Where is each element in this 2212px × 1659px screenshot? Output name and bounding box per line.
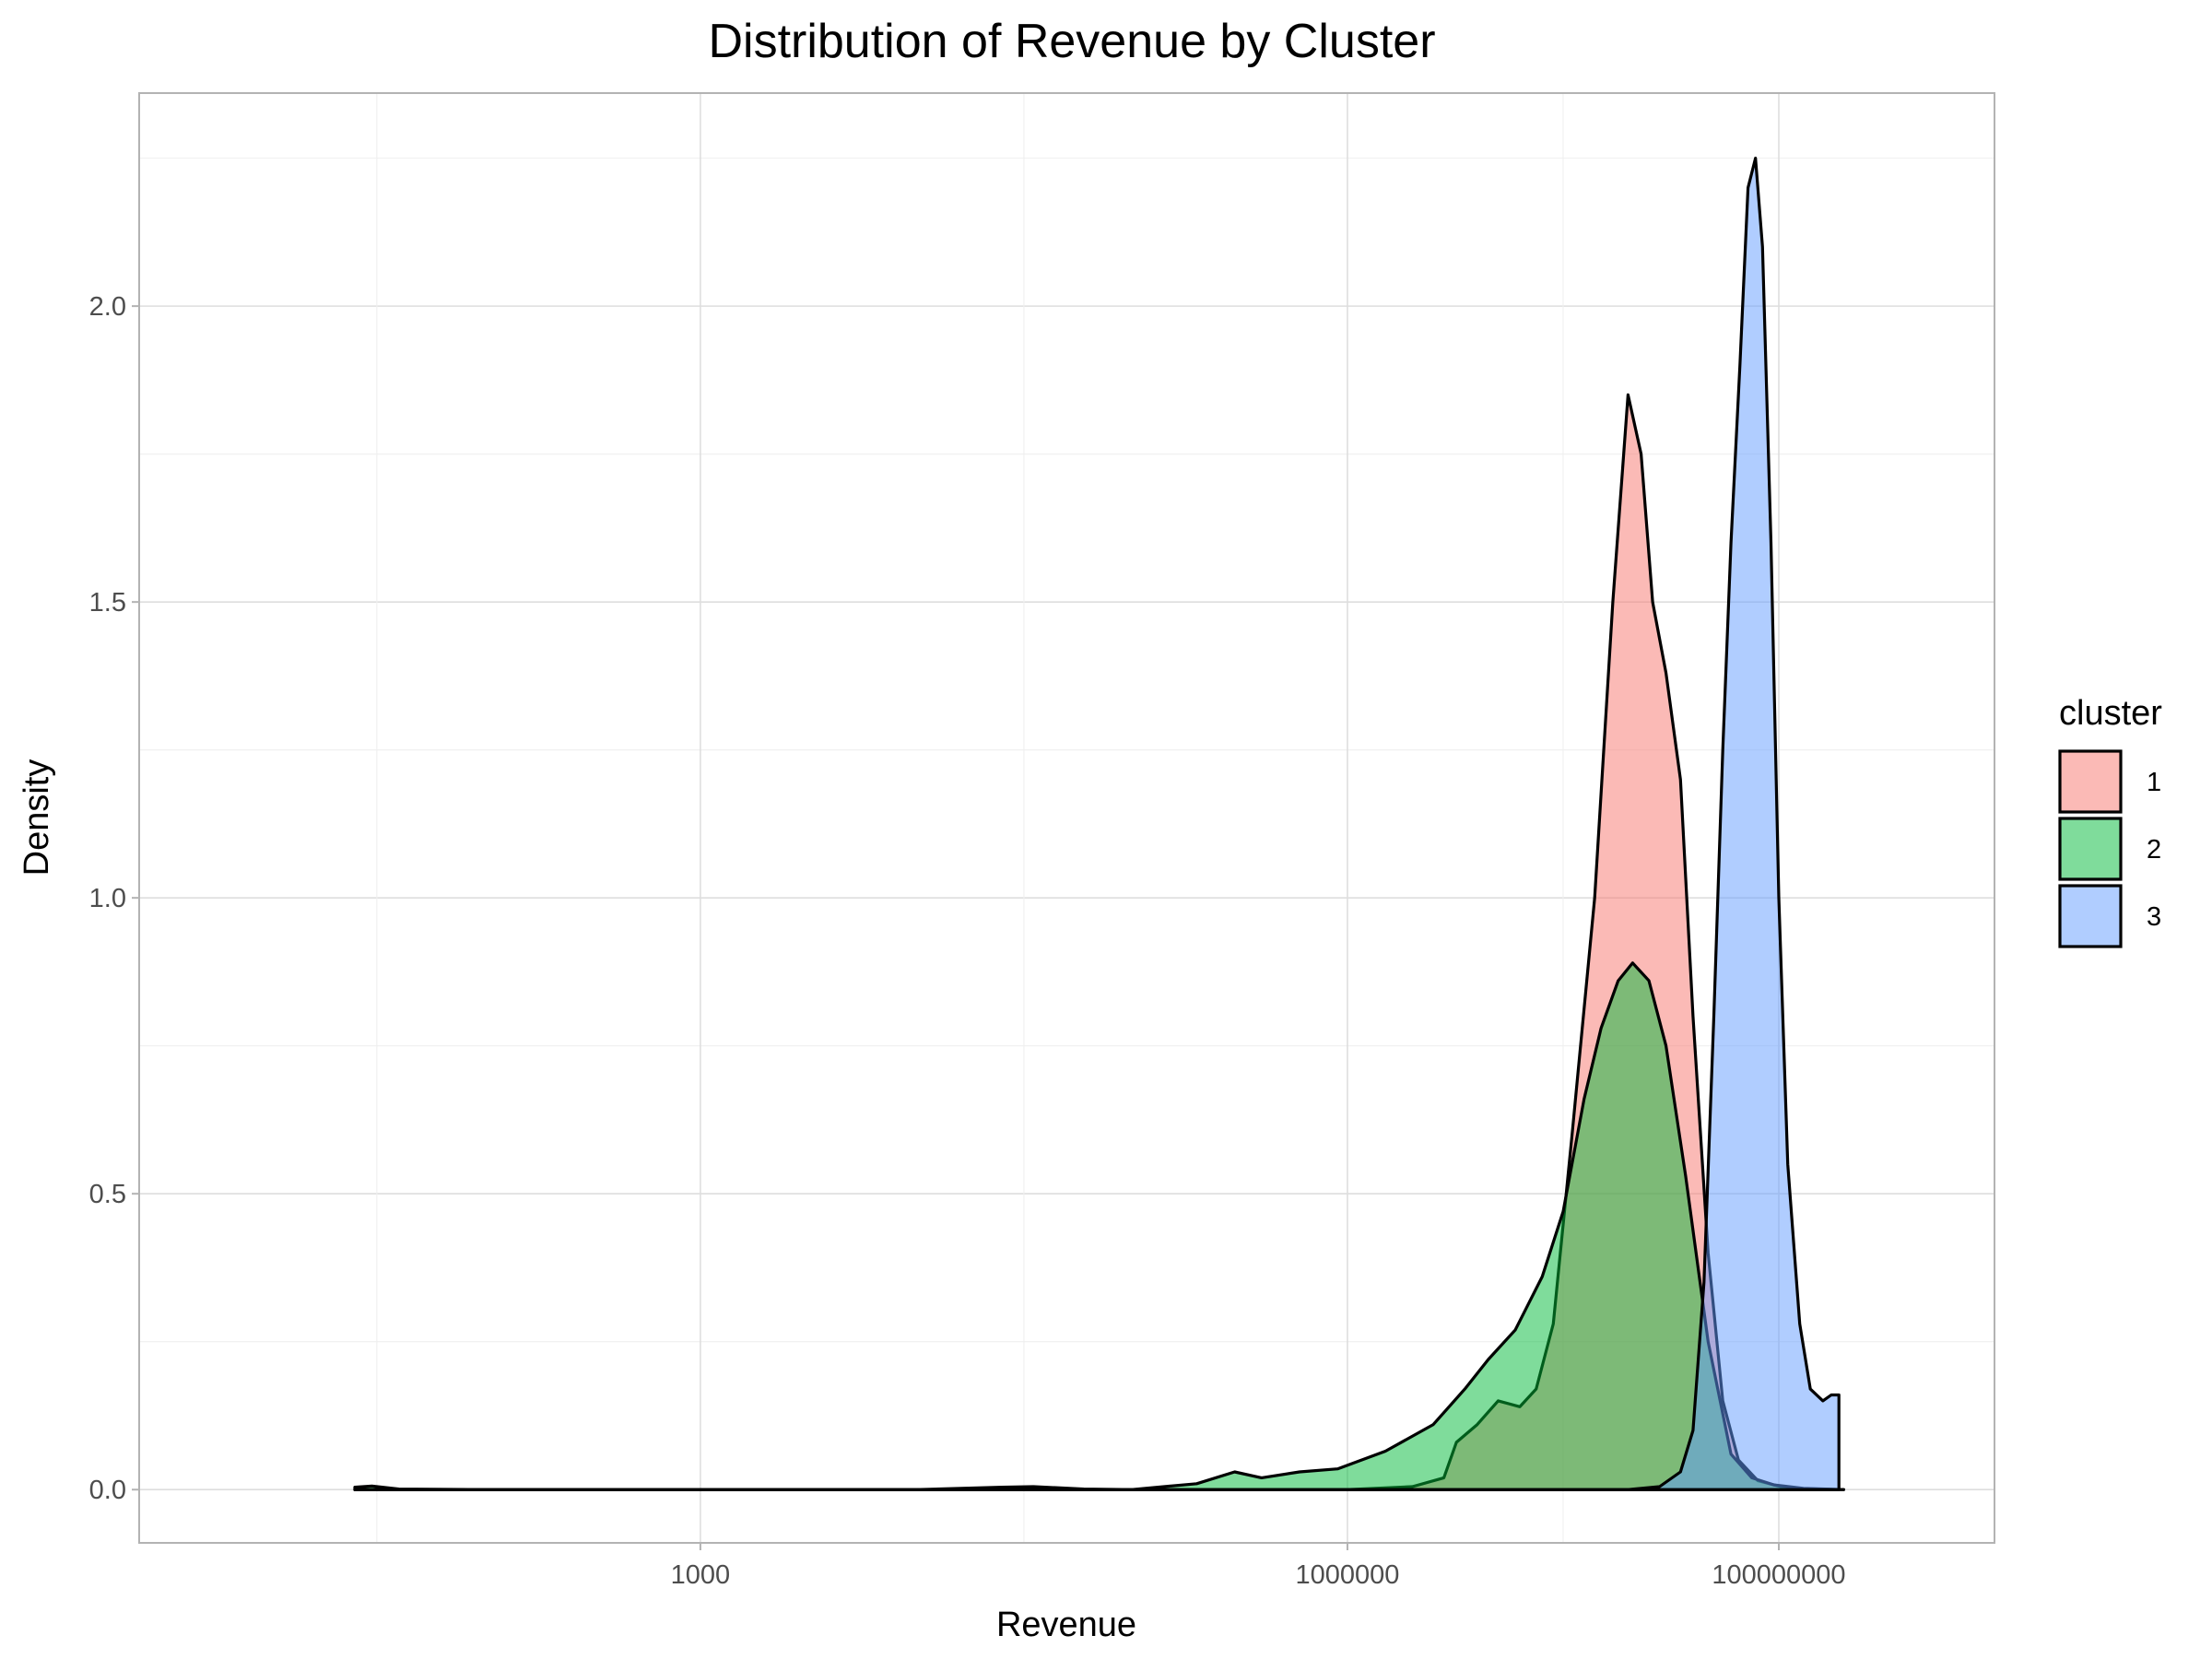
legend-label-cluster-2: 2	[2147, 835, 2161, 865]
legend-label-cluster-3: 3	[2147, 902, 2161, 932]
x-tick-label: 100000000	[1712, 1560, 1845, 1590]
y-axis-title: Density	[18, 759, 56, 877]
legend: cluster 1 2 3	[2058, 694, 2162, 948]
y-tick-label: 1.5	[89, 588, 126, 618]
legend-label-cluster-1: 1	[2147, 768, 2161, 797]
density-areas	[353, 157, 1845, 1491]
x-axis-title: Revenue	[996, 1606, 1136, 1644]
chart-title: Distribution of Revenue by Cluster	[708, 15, 1435, 68]
y-tick-label: 2.0	[89, 292, 126, 322]
plot-panel-border	[138, 92, 1995, 1544]
y-tick-label: 1.0	[89, 884, 126, 913]
x-tick-label: 1000	[671, 1560, 731, 1590]
density-area-cluster-2	[353, 961, 1845, 1491]
density-area-cluster-3	[353, 157, 1841, 1491]
legend-key-cluster-1	[2058, 749, 2123, 814]
x-tick-label: 1000000	[1296, 1560, 1400, 1590]
legend-key-cluster-3	[2058, 884, 2123, 948]
grid-lines	[139, 93, 1994, 1543]
legend-title: cluster	[2059, 694, 2162, 733]
y-tick-label: 0.0	[89, 1476, 126, 1505]
y-tick-label: 0.5	[89, 1180, 126, 1209]
legend-key-cluster-2	[2058, 817, 2123, 881]
axis-ticks: 0.0 0.5 1.0 1.5 2.0 1000 1000000 100000000	[89, 292, 1846, 1590]
